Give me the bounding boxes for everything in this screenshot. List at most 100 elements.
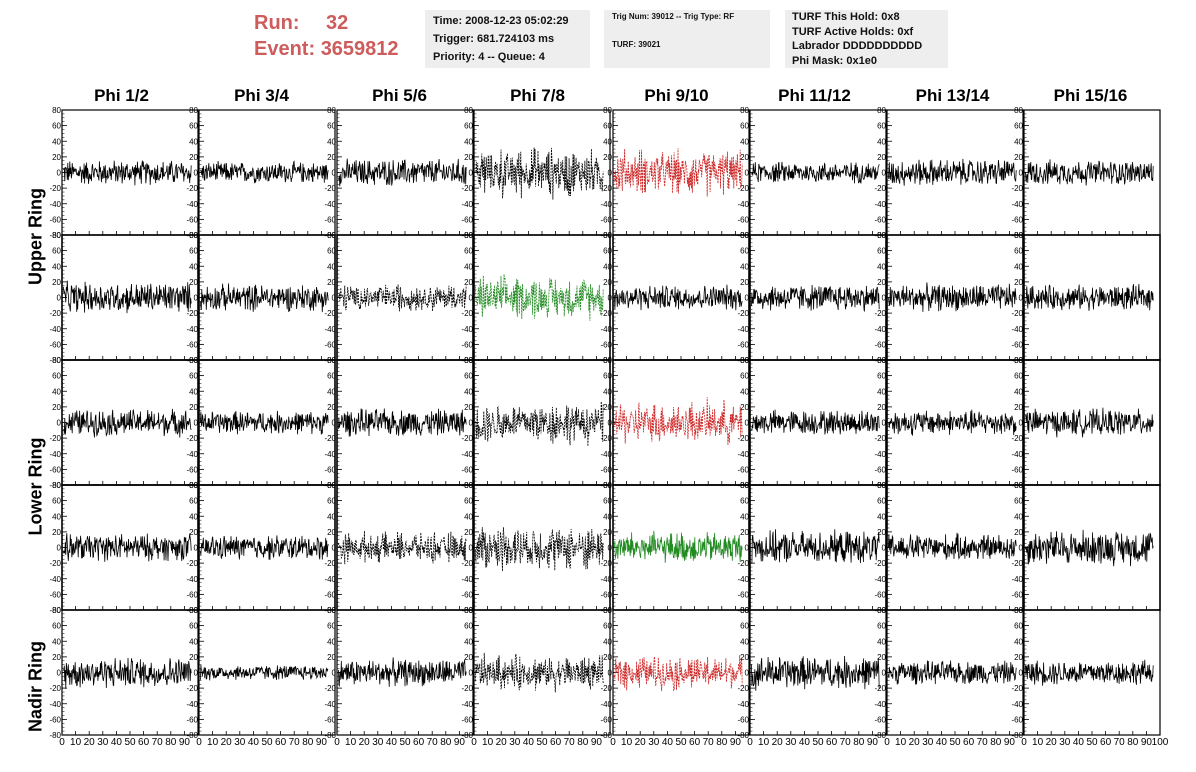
y-tick-label: 80: [327, 606, 336, 615]
x-tick-label: 10: [345, 737, 357, 748]
waveform-trace: [1025, 529, 1154, 567]
panel-frame: [473, 359, 611, 486]
y-tick-label: -20: [1011, 559, 1023, 568]
y-tick-label: 60: [740, 372, 749, 381]
waveform-trace: [888, 409, 1017, 436]
timing-info-box: Time: 2008-12-23 05:02:29 Trigger: 681.7…: [425, 10, 590, 68]
x-tick-label: 40: [386, 737, 398, 748]
y-tick-label: 60: [1014, 372, 1023, 381]
y-tick-label: -40: [1011, 450, 1023, 459]
y-tick-label: 0: [194, 294, 199, 303]
y-tick-label: 20: [603, 153, 612, 162]
x-tick-label: 70: [289, 737, 301, 748]
y-tick-label: 0: [745, 544, 750, 553]
x-tick-label: 10: [1032, 737, 1044, 748]
x-tick-label: 70: [564, 737, 576, 748]
y-tick-label: -60: [324, 465, 336, 474]
y-tick-label: 60: [327, 247, 336, 256]
y-tick-label: 80: [327, 481, 336, 490]
y-tick-label: -40: [1011, 325, 1023, 334]
y-tick-label: -40: [49, 575, 61, 584]
y-tick-label: -40: [461, 200, 473, 209]
x-tick-label: 0: [884, 737, 890, 748]
y-tick-label: 40: [52, 637, 61, 646]
y-tick-label: -60: [600, 465, 612, 474]
y-tick-label: -40: [737, 200, 749, 209]
y-tick-label: -20: [49, 309, 61, 318]
trigger-info-box: Trig Num: 39012 -- Trig Type: RF TURF: 3…: [604, 10, 770, 68]
y-tick-label: 20: [877, 403, 886, 412]
y-tick-label: 40: [1014, 262, 1023, 271]
y-tick-label: 0: [745, 419, 750, 428]
x-tick-label: 90: [454, 737, 466, 748]
y-tick-label: -20: [461, 684, 473, 693]
y-tick-label: -60: [324, 715, 336, 724]
waveform-trace: [63, 533, 192, 562]
y-tick-label: -20: [600, 309, 612, 318]
x-tick-label: 50: [261, 737, 273, 748]
y-tick-label: 40: [603, 137, 612, 146]
y-tick-label: 0: [469, 419, 474, 428]
y-tick-label: 60: [189, 622, 198, 631]
y-tick-label: -40: [324, 700, 336, 709]
x-tick-label: 20: [496, 737, 508, 748]
waveform-trace: [63, 280, 192, 314]
y-tick-label: -60: [186, 590, 198, 599]
y-tick-label: -20: [461, 559, 473, 568]
y-tick-label: -40: [461, 575, 473, 584]
y-tick-label: -20: [324, 309, 336, 318]
y-tick-label: -60: [600, 340, 612, 349]
x-tick-label: 10: [895, 737, 907, 748]
run-value: 32: [326, 12, 349, 34]
y-tick-label: -60: [737, 340, 749, 349]
y-tick-label: 40: [52, 262, 61, 271]
y-tick-label: -40: [461, 450, 473, 459]
waveform-trace: [200, 535, 329, 560]
y-tick-label: 60: [603, 622, 612, 631]
y-tick-label: 60: [603, 122, 612, 131]
y-tick-label: -60: [461, 340, 473, 349]
x-tick-label: 50: [1086, 737, 1098, 748]
y-tick-label: -80: [461, 731, 473, 740]
y-tick-label: 20: [464, 528, 473, 537]
y-tick-label: 0: [882, 419, 887, 428]
y-tick-label: 80: [52, 606, 61, 615]
waveform-trace: [63, 657, 192, 689]
x-tick-label: 70: [427, 737, 439, 748]
y-tick-label: -40: [600, 575, 612, 584]
x-tick-label: 30: [372, 737, 384, 748]
waveform-trace: [1025, 407, 1154, 438]
y-tick-label: 60: [52, 122, 61, 131]
y-tick-label: 80: [52, 106, 61, 115]
y-tick-label: -20: [874, 309, 886, 318]
x-tick-label: 20: [772, 737, 784, 748]
x-tick-label: 80: [440, 737, 452, 748]
y-tick-label: 40: [327, 387, 336, 396]
y-tick-label: 0: [469, 669, 474, 678]
event-value: 3659812: [320, 38, 399, 60]
y-tick-label: 0: [608, 544, 613, 553]
y-tick-label: 40: [464, 262, 473, 271]
y-tick-label: -40: [324, 200, 336, 209]
y-tick-label: 40: [52, 137, 61, 146]
y-tick-label: 60: [464, 122, 473, 131]
x-tick-label: 30: [234, 737, 246, 748]
y-tick-label: -40: [1011, 200, 1023, 209]
y-tick-label: -20: [324, 434, 336, 443]
waveform-trace: [614, 530, 743, 563]
y-tick-label: 40: [877, 262, 886, 271]
y-tick-label: 60: [877, 497, 886, 506]
trigger-text: Trigger: 681.724103 ms: [433, 33, 555, 45]
y-tick-label: 0: [1019, 669, 1024, 678]
y-tick-label: -80: [49, 481, 61, 490]
y-tick-label: 0: [1019, 544, 1024, 553]
y-tick-label: 40: [877, 512, 886, 521]
y-tick-label: 20: [1014, 278, 1023, 287]
y-tick-label: -60: [874, 590, 886, 599]
waveform-trace: [751, 529, 880, 564]
y-tick-label: 20: [740, 653, 749, 662]
y-tick-label: -40: [737, 700, 749, 709]
y-tick-label: -40: [874, 450, 886, 459]
x-tick-label: 70: [703, 737, 715, 748]
y-tick-label: 80: [740, 606, 749, 615]
